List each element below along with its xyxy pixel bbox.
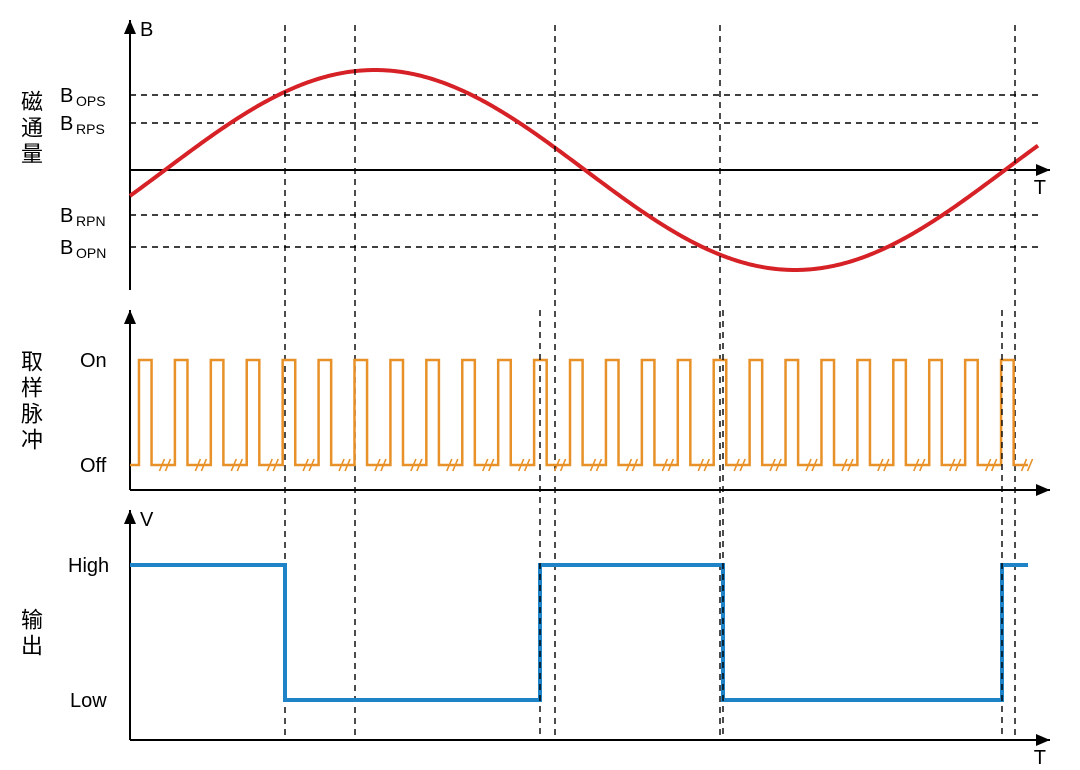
svg-text:RPN: RPN [76, 213, 106, 229]
svg-text:High: High [68, 555, 109, 577]
output-panel-label: 输出 [14, 608, 46, 660]
svg-text:Off: Off [80, 455, 107, 477]
svg-text:V: V [140, 509, 154, 531]
svg-text:OPS: OPS [76, 93, 106, 109]
svg-text:B: B [60, 85, 73, 107]
svg-text:B: B [140, 19, 153, 41]
svg-text:OPN: OPN [76, 245, 106, 261]
svg-text:T: T [1034, 177, 1046, 199]
svg-text:B: B [60, 113, 73, 135]
timing-diagram: BTBOPSBRPSBRPNBOPNOnOffVTHighLow [0, 0, 1080, 770]
svg-text:On: On [80, 350, 107, 372]
svg-text:B: B [60, 237, 73, 259]
flux-panel-label: 磁通量 [14, 90, 46, 168]
svg-text:Low: Low [70, 690, 107, 712]
pulse-panel-label: 取样脉冲 [14, 350, 46, 454]
svg-text:RPS: RPS [76, 121, 105, 137]
svg-text:B: B [60, 205, 73, 227]
svg-text:T: T [1034, 747, 1046, 769]
